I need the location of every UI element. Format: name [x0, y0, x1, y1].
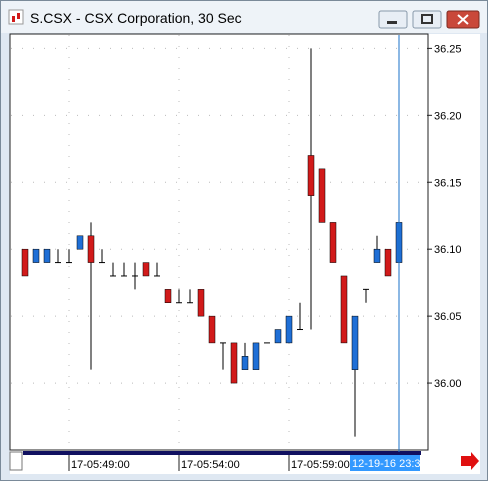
y-tick-label: 36.15	[434, 177, 462, 189]
minimize-icon	[387, 21, 397, 24]
icon-candle	[12, 16, 15, 22]
candle-body	[363, 288, 369, 290]
x-tick-label: 17-05:54:00	[181, 459, 240, 471]
candle-body	[176, 302, 182, 304]
maximize-icon	[421, 14, 433, 24]
cursor-label-bg	[350, 455, 420, 471]
candle-body	[87, 235, 95, 263]
candle-body	[373, 248, 381, 263]
candle-body	[76, 235, 84, 250]
app-icon	[8, 9, 24, 25]
y-tick-label: 36.10	[434, 244, 462, 256]
candle-body	[264, 342, 270, 344]
candle-body	[99, 262, 105, 264]
cursor-label: 12-19-16 23:34:00	[352, 458, 442, 470]
candle-body	[351, 315, 359, 370]
icon-candle	[17, 13, 20, 19]
close-icon	[457, 14, 469, 25]
scroll-arrow[interactable]	[461, 452, 479, 470]
window-title: S.CSX - CSX Corporation, 30 Sec	[30, 10, 242, 26]
candle-body	[241, 356, 249, 370]
candle-body	[230, 342, 238, 384]
candle-body	[164, 289, 172, 303]
candle-body	[66, 262, 72, 264]
y-tick-label: 36.20	[434, 110, 462, 122]
candle-body	[329, 222, 337, 263]
candle-body	[197, 289, 205, 317]
scroll-box[interactable]	[9, 451, 23, 471]
candle-body	[208, 315, 216, 344]
candle-body	[55, 262, 61, 264]
candle-body	[307, 155, 315, 196]
candle-body	[142, 262, 150, 277]
y-tick-label: 36.00	[434, 378, 462, 390]
minimize-button[interactable]	[378, 10, 408, 29]
candle-body	[252, 342, 260, 370]
candle-body	[43, 248, 51, 263]
candle-body	[21, 248, 29, 277]
plot-area	[9, 33, 429, 451]
candle-body	[110, 275, 116, 277]
maximize-button[interactable]	[412, 10, 442, 29]
y-tick-label: 36.25	[434, 43, 462, 55]
time-bar	[23, 451, 421, 455]
candle-body	[318, 168, 326, 223]
candle-body	[32, 248, 40, 263]
candle-body	[154, 275, 160, 277]
candle-body	[121, 275, 127, 277]
candle-body	[274, 329, 282, 344]
candle-body	[187, 302, 193, 304]
candle-body	[132, 275, 138, 277]
x-tick-label: 17-05:59:00	[291, 459, 350, 471]
candle-body	[340, 275, 348, 344]
x-tick-label: 17-05:49:00	[71, 459, 130, 471]
candle-body	[297, 329, 303, 331]
candle-body	[384, 248, 392, 277]
candle-body	[220, 342, 226, 344]
candle-body	[285, 315, 293, 344]
y-tick-label: 36.05	[434, 311, 462, 323]
